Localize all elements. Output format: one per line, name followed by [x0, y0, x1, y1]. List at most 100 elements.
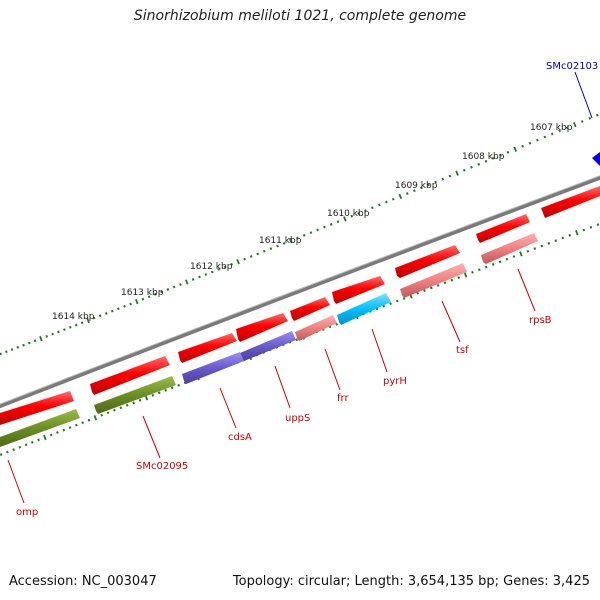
minor-tick	[74, 323, 78, 327]
minor-tick	[506, 150, 510, 154]
minor-tick	[12, 448, 15, 452]
minor-tick	[160, 290, 163, 294]
forward-genes	[0, 186, 600, 425]
minor-tick	[10, 348, 14, 351]
minor-tick	[147, 295, 151, 299]
minor-tick	[276, 244, 279, 248]
minor-tick	[6, 450, 9, 454]
major-tick	[185, 279, 189, 285]
gene-label-smc02103[interactable]: SMc02103	[546, 61, 598, 72]
outer-scale-ticks	[0, 113, 599, 356]
minor-tick	[391, 197, 395, 201]
minor-tick	[302, 233, 306, 237]
minor-tick	[384, 200, 388, 204]
minor-tick	[0, 453, 3, 456]
major-tick	[43, 434, 47, 441]
minor-tick	[533, 247, 537, 250]
major-tick	[572, 121, 577, 128]
gene-feature[interactable]	[541, 186, 600, 218]
minor-tick	[191, 278, 195, 281]
minor-tick	[457, 276, 461, 279]
gene-label-uppS[interactable]: uppS	[285, 413, 310, 424]
gene-feature[interactable]	[395, 245, 460, 278]
gene-feature[interactable]	[400, 263, 467, 298]
minor-tick	[63, 328, 66, 332]
minor-tick	[177, 383, 180, 387]
minor-tick	[110, 309, 114, 313]
gene-feature[interactable]	[332, 276, 385, 304]
gene-feature[interactable]	[0, 409, 80, 447]
minor-tick	[382, 304, 386, 308]
gene-label-frr[interactable]: frr	[337, 393, 349, 404]
minor-tick	[80, 321, 84, 325]
major-tick	[519, 251, 523, 257]
gene-feature[interactable]	[240, 331, 296, 361]
gene-feature[interactable]	[90, 356, 170, 395]
minor-tick	[402, 297, 406, 300]
gene-feature[interactable]	[94, 376, 176, 414]
minor-tick	[243, 257, 246, 261]
major-tick	[39, 335, 43, 342]
gene-feature[interactable]	[337, 293, 391, 325]
minor-tick	[33, 339, 37, 343]
gene-feature[interactable]	[178, 333, 237, 363]
minor-tick	[249, 255, 253, 258]
gene-label-smc02095[interactable]: SMc02095	[136, 461, 188, 472]
minor-tick	[37, 438, 40, 442]
annotation-bars	[0, 152, 600, 447]
minor-tick	[413, 189, 416, 193]
minor-tick	[512, 255, 516, 258]
minor-tick	[429, 286, 433, 290]
minor-tick	[269, 247, 273, 251]
minor-tick	[151, 393, 155, 397]
minor-tick	[68, 325, 72, 329]
minor-tick	[198, 275, 201, 279]
gene-feature-smc02103[interactable]	[592, 152, 600, 166]
kbp-label-1612: 1612 kbp	[190, 262, 233, 272]
minor-tick	[550, 132, 554, 136]
minor-tick	[179, 283, 182, 286]
gene-feature[interactable]	[476, 214, 530, 243]
minor-tick	[364, 209, 367, 212]
minor-tick	[92, 316, 96, 320]
minor-tick	[554, 239, 558, 243]
gene-label-pyrH[interactable]: pyrH	[383, 376, 407, 387]
minor-tick	[484, 159, 488, 163]
minor-tick	[230, 262, 233, 266]
minor-tick	[582, 228, 586, 232]
gene-label-tsf[interactable]: tsf	[456, 345, 469, 356]
minor-tick	[427, 183, 430, 187]
gene-label-omp[interactable]: omp	[16, 507, 38, 518]
minor-tick	[117, 307, 120, 311]
minor-tick	[329, 223, 333, 226]
gene-feature[interactable]	[481, 233, 538, 264]
minor-tick	[540, 244, 544, 248]
accession-text: Accession: NC_003047	[9, 574, 157, 589]
minor-tick	[5, 350, 8, 354]
minor-tick	[22, 343, 25, 347]
minor-tick	[543, 135, 547, 139]
minor-tick	[157, 391, 161, 395]
minor-tick	[125, 403, 129, 407]
minor-tick	[471, 270, 474, 274]
minor-tick	[138, 398, 142, 402]
gene-feature[interactable]	[290, 297, 330, 321]
gene-feature[interactable]	[295, 315, 337, 341]
minor-tick	[323, 225, 326, 229]
minor-tick	[166, 288, 170, 291]
minor-tick	[434, 180, 437, 184]
minor-tick	[18, 445, 22, 449]
minor-tick	[68, 426, 72, 429]
gene-label-cdsA[interactable]: cdsA	[228, 432, 252, 443]
gene-feature[interactable]	[182, 352, 244, 384]
minor-tick	[51, 332, 54, 336]
major-tick	[455, 170, 459, 176]
minor-tick	[436, 284, 440, 287]
minor-tick	[57, 330, 60, 334]
kbp-labels: 1607 kbp 1608 kbp 1609 kbp 1610 kbp 1611…	[52, 123, 573, 322]
gene-feature[interactable]	[0, 391, 74, 425]
minor-tick	[0, 352, 2, 356]
gene-feature[interactable]	[236, 313, 288, 342]
gene-label-rpsB[interactable]: rpsB	[529, 315, 552, 326]
